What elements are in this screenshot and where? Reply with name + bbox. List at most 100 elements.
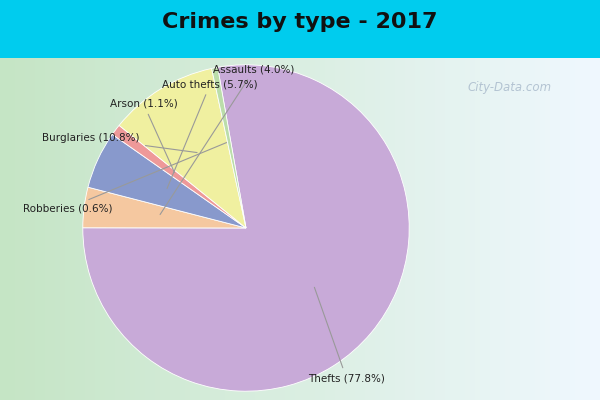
Bar	[425, 58, 430, 400]
Bar	[545, 58, 550, 400]
Bar	[110, 58, 115, 400]
Bar	[245, 58, 250, 400]
Bar	[595, 58, 600, 400]
Bar	[135, 58, 140, 400]
Bar	[140, 58, 145, 400]
Wedge shape	[119, 68, 246, 228]
Bar	[315, 58, 320, 400]
Bar	[495, 58, 500, 400]
Wedge shape	[88, 134, 246, 228]
Bar	[590, 58, 595, 400]
Bar	[45, 58, 50, 400]
Bar	[305, 58, 310, 400]
Bar	[550, 58, 555, 400]
Bar	[240, 58, 245, 400]
Bar	[100, 58, 105, 400]
Bar	[215, 58, 220, 400]
Bar	[60, 58, 65, 400]
Bar	[295, 58, 300, 400]
Bar	[15, 58, 20, 400]
Bar	[335, 58, 340, 400]
Bar	[55, 58, 60, 400]
Bar	[200, 58, 205, 400]
Bar	[290, 58, 295, 400]
Text: Crimes by type - 2017: Crimes by type - 2017	[162, 12, 438, 32]
Bar	[225, 58, 230, 400]
Bar	[175, 58, 180, 400]
Bar	[420, 58, 425, 400]
Bar	[170, 58, 175, 400]
Bar	[300, 58, 305, 400]
Bar	[210, 58, 215, 400]
Bar	[575, 58, 580, 400]
Bar	[265, 58, 270, 400]
Bar	[220, 58, 225, 400]
Bar	[380, 58, 385, 400]
Bar	[440, 58, 445, 400]
Bar	[145, 58, 150, 400]
Bar	[105, 58, 110, 400]
Bar	[95, 58, 100, 400]
Bar	[445, 58, 450, 400]
Bar	[460, 58, 465, 400]
Bar	[565, 58, 570, 400]
Bar	[310, 58, 315, 400]
Bar	[120, 58, 125, 400]
Bar	[555, 58, 560, 400]
Bar	[130, 58, 135, 400]
Bar	[470, 58, 475, 400]
Bar	[285, 58, 290, 400]
Text: City-Data.com: City-Data.com	[468, 82, 552, 94]
Bar	[30, 58, 35, 400]
Bar	[560, 58, 565, 400]
Bar	[535, 58, 540, 400]
Bar	[530, 58, 535, 400]
Bar	[355, 58, 360, 400]
Bar	[405, 58, 410, 400]
Bar	[390, 58, 395, 400]
Bar	[320, 58, 325, 400]
Bar	[465, 58, 470, 400]
Bar	[275, 58, 280, 400]
Bar	[480, 58, 485, 400]
Bar	[155, 58, 160, 400]
Bar	[40, 58, 45, 400]
Bar	[585, 58, 590, 400]
Bar	[10, 58, 15, 400]
Bar	[160, 58, 165, 400]
Bar	[20, 58, 25, 400]
Bar	[75, 58, 80, 400]
Bar	[85, 58, 90, 400]
Bar	[250, 58, 255, 400]
Bar	[165, 58, 170, 400]
Bar	[150, 58, 155, 400]
Bar	[205, 58, 210, 400]
Bar	[580, 58, 585, 400]
Bar	[395, 58, 400, 400]
Bar	[90, 58, 95, 400]
Bar	[125, 58, 130, 400]
Bar	[510, 58, 515, 400]
Bar	[430, 58, 435, 400]
Bar	[260, 58, 265, 400]
Bar	[450, 58, 455, 400]
Bar	[35, 58, 40, 400]
Bar	[375, 58, 380, 400]
Bar	[190, 58, 195, 400]
Bar	[345, 58, 350, 400]
Bar	[330, 58, 335, 400]
Bar	[230, 58, 235, 400]
Bar	[410, 58, 415, 400]
Bar	[525, 58, 530, 400]
Bar	[365, 58, 370, 400]
Bar	[325, 58, 330, 400]
Bar	[195, 58, 200, 400]
Bar	[385, 58, 390, 400]
Bar	[490, 58, 495, 400]
Text: Burglaries (10.8%): Burglaries (10.8%)	[43, 133, 197, 152]
Bar	[65, 58, 70, 400]
Bar	[50, 58, 55, 400]
Bar	[80, 58, 85, 400]
Bar	[360, 58, 365, 400]
Text: Auto thefts (5.7%): Auto thefts (5.7%)	[162, 79, 258, 188]
